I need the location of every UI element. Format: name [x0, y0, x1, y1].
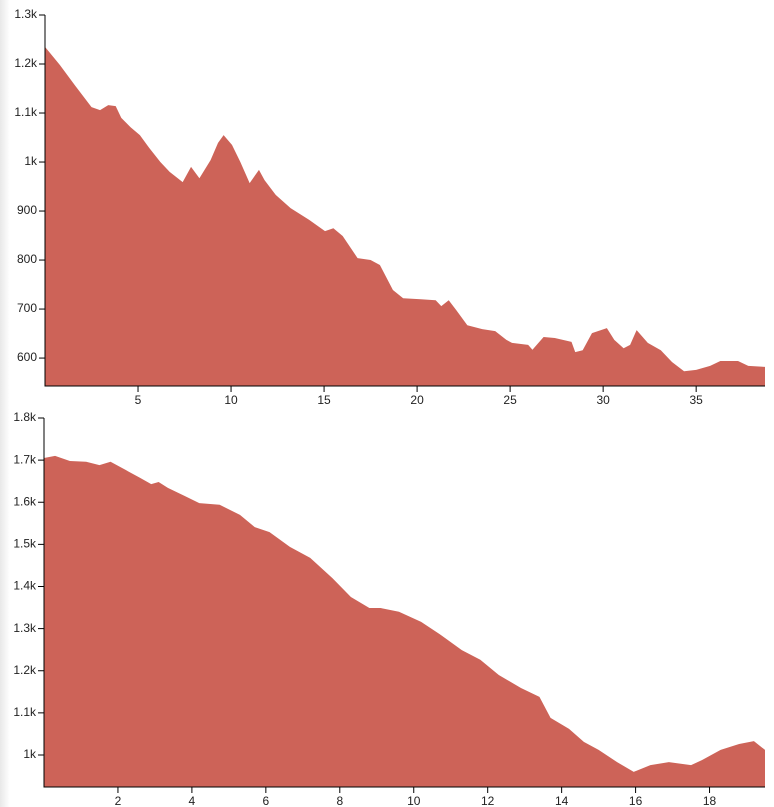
y-tick-label: 1.7k	[13, 452, 37, 466]
x-tick-label: 10	[407, 794, 421, 807]
y-tick-label: 1k	[23, 747, 37, 761]
area	[44, 455, 765, 787]
y-tick-label: 800	[17, 252, 37, 266]
y-tick-label: 1.3k	[13, 621, 37, 635]
x-tick-label: 6	[263, 794, 270, 807]
x-tick-label: 5	[135, 393, 142, 407]
x-tick-label: 35	[689, 393, 703, 407]
y-tick-label: 600	[17, 350, 37, 364]
y-tick-label: 1.8k	[13, 410, 37, 424]
x-tick-label: 16	[629, 794, 643, 807]
x-tick-label: 8	[336, 794, 343, 807]
edge-shade	[0, 0, 10, 807]
y-tick-label: 1k	[24, 154, 38, 168]
axis-line	[43, 418, 765, 788]
y-tick-label: 1.4k	[13, 579, 37, 593]
y-tick-label: 900	[17, 203, 37, 217]
y-tick-label: 1.2k	[13, 663, 37, 677]
x-tick-label: 12	[481, 794, 495, 807]
y-tick-label: 1.3k	[14, 7, 38, 21]
area	[45, 46, 765, 386]
y-tick-label: 1.6k	[13, 494, 37, 508]
axis-line	[44, 15, 765, 387]
x-tick-label: 30	[596, 393, 610, 407]
y-tick-label: 1.2k	[14, 56, 38, 70]
x-tick-label: 10	[224, 393, 238, 407]
x-tick-label: 4	[189, 794, 196, 807]
y-tick-label: 1.1k	[13, 705, 37, 719]
x-tick-label: 15	[317, 393, 331, 407]
x-tick-label: 20	[410, 393, 424, 407]
y-tick-label: 1.5k	[13, 537, 37, 551]
x-tick-label: 2	[115, 794, 122, 807]
x-tick-label: 25	[503, 393, 517, 407]
x-tick-label: 18	[703, 794, 717, 807]
y-tick-label: 700	[17, 301, 37, 315]
y-tick-label: 1.1k	[14, 105, 38, 119]
x-tick-label: 14	[555, 794, 569, 807]
